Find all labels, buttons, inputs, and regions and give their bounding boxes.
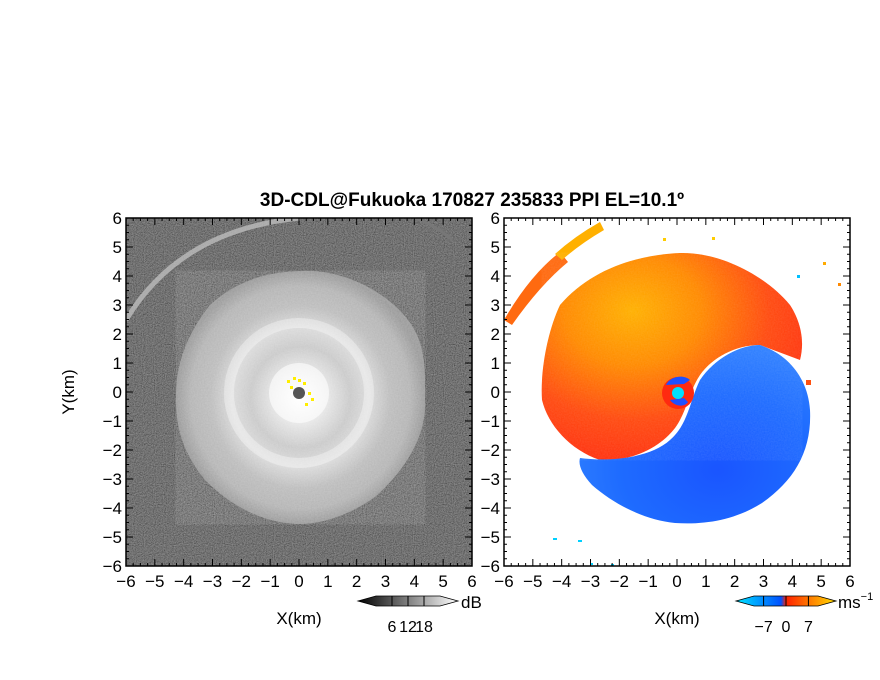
reflectivity-xtick-label: −2 xyxy=(232,572,251,591)
velocity-colorbar-label: ms−1 xyxy=(838,591,873,612)
velocity-xtick-label: 4 xyxy=(788,572,797,591)
velocity-ytick-label: 4 xyxy=(491,267,500,286)
reflectivity-xtick-label: 1 xyxy=(323,572,332,591)
reflectivity-center-marker xyxy=(293,387,305,399)
velocity-negative-region xyxy=(579,345,811,524)
velocity-xtick-label: −5 xyxy=(523,572,542,591)
velocity-xtick-label: 3 xyxy=(759,572,768,591)
reflectivity-panel xyxy=(126,218,472,566)
reflectivity-ytick-label: 6 xyxy=(113,209,122,228)
reflectivity-ytick-label: 3 xyxy=(113,296,122,315)
velocity-colorbar-unit: ms xyxy=(838,593,861,612)
velocity-ytick-label: 3 xyxy=(491,296,500,315)
reflectivity-xtick-label: −1 xyxy=(260,572,279,591)
velocity-ytick-label: −3 xyxy=(481,470,500,489)
velocity-positive-texture xyxy=(541,252,803,461)
reflectivity-ytick-label: 4 xyxy=(113,267,122,286)
velocity-center-marker xyxy=(672,387,684,399)
reflectivity-ytick-label: −2 xyxy=(103,441,122,460)
velocity-colorbar: −7 0 7 ms−1 xyxy=(734,591,873,636)
velocity-xtick-label: −2 xyxy=(610,572,629,591)
reflectivity-ytick-label: 2 xyxy=(113,325,122,344)
reflectivity-colorbar-tick-label: 6 xyxy=(388,619,397,636)
reflectivity-xtick-label: 5 xyxy=(438,572,447,591)
reflectivity-xtick-label: −5 xyxy=(145,572,164,591)
velocity-ytick-label: 6 xyxy=(491,209,500,228)
reflectivity-xtick-label: 3 xyxy=(381,572,390,591)
reflectivity-colorbar-tick-label: 12 xyxy=(399,619,417,636)
reflectivity-xtick-label: 0 xyxy=(294,572,303,591)
velocity-arc-echo xyxy=(504,252,568,325)
reflectivity-xtick-label: −4 xyxy=(174,572,193,591)
reflectivity-ytick-label: 1 xyxy=(113,354,122,373)
velocity-speckles xyxy=(553,237,841,566)
velocity-xtick-label: 6 xyxy=(845,572,854,591)
velocity-ytick-label: −1 xyxy=(481,412,500,431)
velocity-colorbar-tick-label: −7 xyxy=(754,619,772,636)
velocity-xtick-label: 0 xyxy=(672,572,681,591)
velocity-ytick-label: 0 xyxy=(491,383,500,402)
reflectivity-xtick-label: 6 xyxy=(467,572,476,591)
velocity-xtick-label: −3 xyxy=(581,572,600,591)
reflectivity-xlabel: X(km) xyxy=(276,609,321,628)
velocity-xtick-label: 2 xyxy=(730,572,739,591)
velocity-colorbar-exponent: −1 xyxy=(861,591,874,603)
reflectivity-xtick-label: −3 xyxy=(203,572,222,591)
reflectivity-yellow-dots xyxy=(287,377,314,406)
velocity-xtick-label: −1 xyxy=(638,572,657,591)
velocity-xtick-label: 1 xyxy=(701,572,710,591)
velocity-ytick-label: 2 xyxy=(491,325,500,344)
chart-title: 3D-CDL@Fukuoka 170827 235833 PPI EL=10.1… xyxy=(260,190,684,211)
reflectivity-ytick-label: 0 xyxy=(113,383,122,402)
velocity-arc-echo-upper xyxy=(555,222,604,260)
velocity-xtick-label: −4 xyxy=(552,572,571,591)
reflectivity-ytick-label: −6 xyxy=(103,557,122,576)
reflectivity-colorbar-label: dB xyxy=(461,593,482,612)
velocity-ytick-label: −4 xyxy=(481,499,500,518)
velocity-ytick-label: −5 xyxy=(481,528,500,547)
velocity-colorbar-tick-label: 7 xyxy=(804,619,813,636)
velocity-ytick-label: 5 xyxy=(491,238,500,257)
velocity-ytick-label: −6 xyxy=(481,557,500,576)
reflectivity-arc-echo xyxy=(126,218,301,322)
velocity-ytick-label: 1 xyxy=(491,354,500,373)
reflectivity-xtick-label: 4 xyxy=(410,572,419,591)
reflectivity-colorbar-tick-label: 18 xyxy=(415,619,433,636)
reflectivity-xtick-label: −6 xyxy=(116,572,135,591)
reflectivity-ytick-label: 5 xyxy=(113,238,122,257)
velocity-xtick-label: 5 xyxy=(816,572,825,591)
velocity-inner-negative-2 xyxy=(670,398,688,406)
reflectivity-ylabel: Y(km) xyxy=(59,369,78,414)
velocity-colorbar-ticks: −7 0 7 xyxy=(754,596,813,636)
reflectivity-ytick-label: −3 xyxy=(103,470,122,489)
reflectivity-ytick-label: −5 xyxy=(103,528,122,547)
reflectivity-ytick-label: −1 xyxy=(103,412,122,431)
doppler-velocity-panel xyxy=(504,218,850,566)
velocity-xtick-label: −6 xyxy=(494,572,513,591)
reflectivity-ytick-label: −4 xyxy=(103,499,122,518)
reflectivity-ring xyxy=(224,318,374,468)
reflectivity-arc-echo-2 xyxy=(414,218,454,242)
velocity-inner-negative xyxy=(666,376,690,385)
reflectivity-xtick-label: 2 xyxy=(352,572,361,591)
velocity-ytick-label: −2 xyxy=(481,441,500,460)
velocity-colorbar-tick-label: 0 xyxy=(782,619,791,636)
velocity-xlabel: X(km) xyxy=(654,609,699,628)
